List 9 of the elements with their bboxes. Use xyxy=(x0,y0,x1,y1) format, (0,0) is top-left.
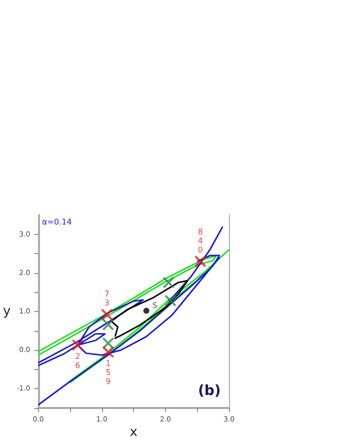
y-axis-title: y xyxy=(2,304,11,319)
annotation: 73 xyxy=(104,290,110,308)
annotation: 159 xyxy=(106,359,111,386)
annotation: 26 xyxy=(75,352,80,370)
annotation: α=0.14 xyxy=(42,218,72,226)
annotation: 840 xyxy=(198,227,203,254)
annotation: S xyxy=(152,301,158,310)
x-axis-title: x xyxy=(130,425,138,440)
annotation: (b) xyxy=(198,383,221,399)
